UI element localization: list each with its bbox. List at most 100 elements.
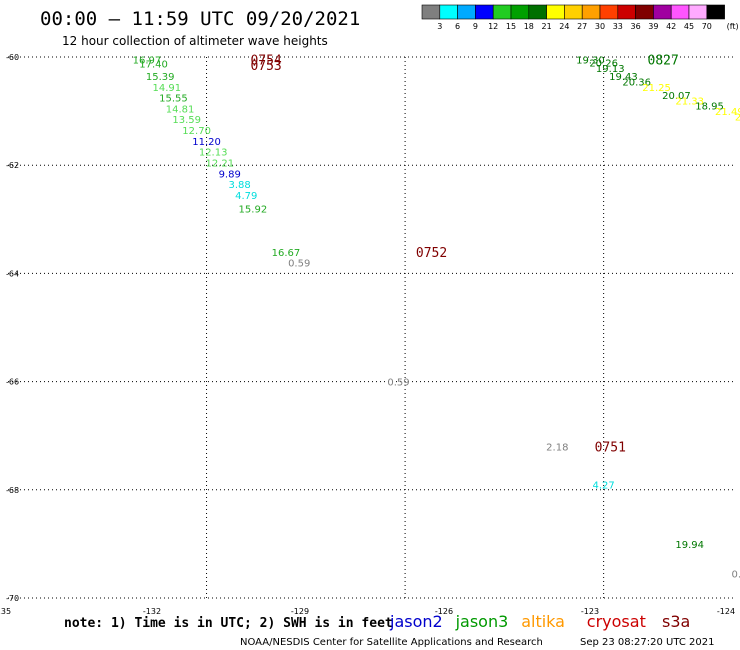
x-tick-label: -132 xyxy=(143,607,161,616)
colorbar-swatch xyxy=(421,4,441,20)
swh-point-label: 19.30 xyxy=(576,56,605,67)
chart-title: 00:00 – 11:59 UTC 09/20/2021 xyxy=(40,8,360,30)
swh-point-label: 0.59 xyxy=(288,259,310,270)
colorbar-swatch xyxy=(688,4,708,20)
colorbar-swatch xyxy=(510,4,530,20)
colorbar-swatch xyxy=(706,4,725,20)
y-tick-label: -62 xyxy=(6,161,19,170)
pass-time-label: 0751 xyxy=(595,441,626,456)
colorbar-swatch xyxy=(670,4,690,20)
y-tick-label: -64 xyxy=(6,269,19,278)
swh-point-label: 19.94 xyxy=(675,540,704,551)
colorbar-label: 70 xyxy=(702,22,712,31)
y-tick-label: -70 xyxy=(6,594,19,603)
swh-point-label: 12.21 xyxy=(205,158,234,169)
colorbar-label: 36 xyxy=(631,22,641,31)
swh-point-label: 21.55 xyxy=(735,113,740,124)
swh-point-label: 19.13 xyxy=(596,64,625,75)
colorbar-label: 3 xyxy=(437,22,442,31)
colorbar-swatch xyxy=(653,4,672,20)
colorbar-label: 30 xyxy=(595,22,605,31)
pass-time-label: 0754 xyxy=(250,54,281,69)
y-tick-label: -66 xyxy=(6,378,19,387)
colorbar-label: 24 xyxy=(559,22,569,31)
y-tick-label: -68 xyxy=(6,486,19,495)
swh-point-label: 18.95 xyxy=(695,102,724,113)
pass-time-label: 0753 xyxy=(250,59,281,74)
swh-point-label: 20.26 xyxy=(589,58,618,69)
chart-subtitle: 12 hour collection of altimeter wave hei… xyxy=(62,34,328,48)
swh-point-label: 14.81 xyxy=(166,104,195,115)
colorbar-swatch xyxy=(581,4,601,20)
satellite-legend: jason2 jason3 altika cryosat s3a xyxy=(389,612,690,631)
pass-time-labels: 0754075307520751082708281024 xyxy=(250,54,679,456)
swh-point-label: 14.91 xyxy=(153,83,182,94)
x-tick-label: -124 xyxy=(717,607,735,616)
swh-point-label: 15.39 xyxy=(146,72,175,83)
satellite-legend-item: jason3 xyxy=(455,612,509,631)
swh-point-label: 12.70 xyxy=(182,126,211,137)
pass-time-label: 0827 xyxy=(648,54,679,69)
colorbar-swatch xyxy=(439,4,458,20)
x-tick-label: -135 xyxy=(0,607,11,616)
colorbar-label: 42 xyxy=(666,22,676,31)
colorbar-swatch xyxy=(457,4,476,20)
swh-point-label: 20.36 xyxy=(622,77,651,88)
swh-point-label: 13.59 xyxy=(172,115,201,126)
swh-point-label: 19.43 xyxy=(609,72,638,83)
satellite-legend-item: jason2 xyxy=(389,612,443,631)
colorbar-swatch xyxy=(564,4,583,20)
swh-point-label: 2.18 xyxy=(546,443,568,454)
swh-point-label: 16.97 xyxy=(133,56,162,67)
swh-point-label: 0.59 xyxy=(387,378,409,389)
colorbar-swatch xyxy=(617,4,636,20)
satellite-legend-item: s3a xyxy=(662,612,690,631)
y-tick-label: -60 xyxy=(6,53,19,62)
colorbar-label: 6 xyxy=(455,22,460,31)
swh-point-label: 15.92 xyxy=(239,204,268,215)
colorbar-swatch xyxy=(475,4,494,20)
satellite-legend-item: cryosat xyxy=(587,612,646,631)
swh-point-label: 21.33 xyxy=(675,96,704,107)
colorbar-unit: (ft) xyxy=(727,22,739,31)
x-tick-label: -123 xyxy=(581,607,599,616)
colorbar-label: 9 xyxy=(473,22,478,31)
x-tick-label: -129 xyxy=(291,607,309,616)
colorbar-swatch xyxy=(599,4,619,20)
swh-point-label: 0.59 xyxy=(731,570,740,581)
colorbar-label: 15 xyxy=(506,22,516,31)
swh-point-label: 21.25 xyxy=(642,83,671,94)
footer-credit: NOAA/NESDIS Center for Satellite Applica… xyxy=(240,637,543,648)
colorbar-label: 45 xyxy=(684,22,694,31)
footer-timestamp: Sep 23 08:27:20 UTC 2021 xyxy=(580,637,714,648)
colorbar-legend: 3 6 9 12 15 18 21 24 27 30 33 36 39 42 45 70 (ft) xyxy=(421,4,739,31)
colorbar-label: 39 xyxy=(648,22,658,31)
colorbar-label: 21 xyxy=(542,22,552,31)
swh-point-label: 9.89 xyxy=(219,169,241,180)
swh-point-label: 4.27 xyxy=(593,480,615,491)
x-tick-label: -126 xyxy=(435,607,453,616)
pass-time-label: 0752 xyxy=(416,246,447,261)
y-tick-labels: -60 -62 -64 -66 -68 -70 xyxy=(6,53,19,603)
satellite-legend-item: altika xyxy=(521,612,565,631)
grid-lines xyxy=(8,56,736,599)
colorbar-label: 27 xyxy=(577,22,587,31)
swh-point-label: 16.67 xyxy=(272,248,301,259)
colorbar-label: 33 xyxy=(613,22,623,31)
colorbar-label: 18 xyxy=(524,22,534,31)
swh-point-label: 15.55 xyxy=(159,94,188,105)
colorbar-swatch xyxy=(492,4,512,20)
colorbar-swatch xyxy=(635,4,654,20)
colorbar-swatch xyxy=(546,4,565,20)
swh-point-label: 11.20 xyxy=(192,137,221,148)
footer-note: note: 1) Time is in UTC; 2) SWH is in fe… xyxy=(64,616,393,631)
swh-point-label: 12.13 xyxy=(199,148,228,159)
colorbar-swatch xyxy=(528,4,547,20)
swh-point-label: 21.49 xyxy=(715,107,740,118)
swh-point-label: 20.07 xyxy=(662,91,691,102)
colorbar-label: 12 xyxy=(488,22,498,31)
x-tick-labels: -135 -132 -129 -126 -123 -124 xyxy=(0,607,735,616)
swh-point-label: 17.40 xyxy=(139,59,168,70)
